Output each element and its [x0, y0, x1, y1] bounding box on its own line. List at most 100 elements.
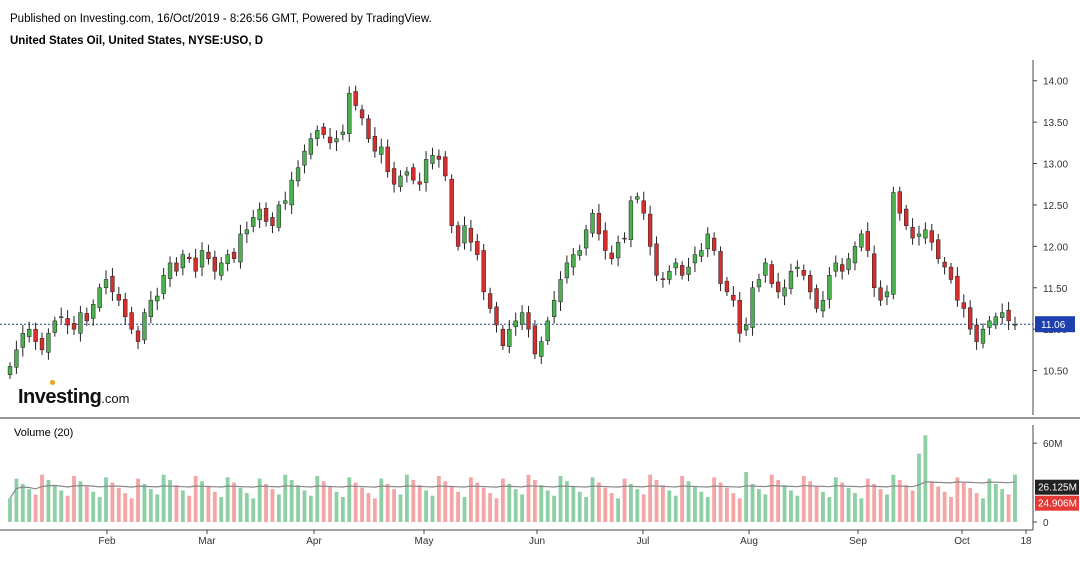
volume-bar: [366, 493, 371, 522]
volume-bar: [744, 472, 749, 522]
volume-bar: [488, 493, 493, 522]
volume-bar: [328, 486, 332, 522]
volume-bar: [340, 497, 345, 522]
candle-body: [468, 227, 474, 243]
candle-body: [955, 275, 960, 301]
candle-body: [872, 253, 877, 289]
volume-bar: [155, 494, 160, 522]
candle-body: [788, 270, 794, 289]
candle-body: [33, 328, 38, 342]
candle-body: [436, 155, 442, 160]
volume-bar: [142, 483, 147, 522]
candle-body: [622, 237, 627, 240]
candle-body: [519, 312, 525, 325]
candle-body: [238, 233, 243, 263]
candle-body: [961, 302, 966, 309]
candle-body: [411, 167, 416, 181]
candle-body: [340, 131, 346, 135]
candle-body: [731, 294, 736, 301]
volume-bar: [577, 491, 582, 522]
volume-bar: [564, 481, 569, 522]
volume-bar: [379, 478, 384, 522]
time-tick-label: Oct: [954, 536, 970, 547]
volume-bar: [65, 495, 70, 522]
candle-body: [59, 316, 64, 319]
candle-body: [270, 217, 275, 226]
price-tick-label: 13.00: [1043, 160, 1068, 171]
candle-body: [417, 181, 422, 185]
volume-bar: [417, 485, 422, 522]
candle-body: [1000, 312, 1005, 318]
volume-bar: [308, 495, 313, 522]
candle-body: [737, 299, 742, 334]
volume-bar: [693, 486, 697, 522]
candle-body: [97, 287, 102, 308]
volume-bar: [238, 487, 243, 522]
volume-bar: [629, 483, 633, 522]
time-tick-label: May: [415, 536, 434, 547]
candle-body: [225, 254, 230, 264]
volume-bar: [757, 489, 761, 522]
candle-body: [846, 258, 851, 270]
candle-body: [884, 291, 890, 298]
candle-body: [142, 312, 147, 341]
volume-bar: [200, 481, 204, 522]
volume-bar: [206, 486, 211, 522]
volume-bar: [52, 485, 57, 522]
candle-body: [807, 275, 813, 293]
volume-bar: [545, 490, 550, 522]
volume-bar: [635, 489, 640, 522]
candle-body: [583, 229, 589, 249]
volume-bar: [827, 497, 832, 522]
volume-bar: [334, 491, 339, 522]
volume-bars: [8, 435, 1017, 522]
candle-body: [705, 233, 710, 250]
volume-bar: [558, 476, 563, 522]
candle-body: [398, 175, 403, 187]
volume-bar: [616, 498, 621, 522]
candle-body: [39, 338, 45, 351]
candle-body: [865, 231, 870, 251]
candle-body: [295, 167, 301, 182]
candle-body: [494, 306, 499, 326]
candle-body: [545, 320, 550, 342]
volume-last-box: [1035, 495, 1079, 511]
candle-body: [775, 281, 781, 293]
candle-body: [385, 146, 390, 173]
candle-body: [539, 341, 544, 357]
volume-bar: [968, 487, 973, 522]
candle-body: [263, 208, 269, 222]
volume-bar: [1006, 494, 1011, 522]
volume-bar: [936, 486, 941, 522]
volume-bar: [40, 474, 44, 522]
candle-body: [1006, 309, 1011, 322]
volume-bar: [686, 481, 691, 522]
candle-body: [103, 279, 109, 289]
volume-bar: [251, 498, 256, 522]
candle-body: [590, 212, 595, 234]
time-tick-label: Feb: [98, 536, 116, 547]
candle-body: [257, 208, 262, 221]
candle-body: [27, 328, 32, 337]
volume-bar: [801, 476, 806, 522]
candle-body: [123, 299, 128, 318]
volume-ma-box: [1035, 479, 1079, 495]
volume-bar: [680, 476, 685, 522]
candle-body: [161, 275, 166, 294]
candle-body: [84, 313, 89, 322]
candle-body: [513, 320, 518, 327]
candle-body: [180, 254, 186, 269]
volume-bar: [917, 453, 921, 522]
volume-bar: [872, 483, 877, 522]
volume-bar: [91, 491, 96, 522]
candle-body: [654, 243, 659, 276]
volume-bar: [46, 479, 51, 522]
volume-bar: [283, 474, 288, 522]
volume-bar: [462, 497, 467, 522]
time-tick-label: Mar: [198, 536, 216, 547]
candle-body: [135, 330, 141, 342]
volume-bar: [654, 479, 659, 522]
candle-body: [219, 262, 224, 276]
